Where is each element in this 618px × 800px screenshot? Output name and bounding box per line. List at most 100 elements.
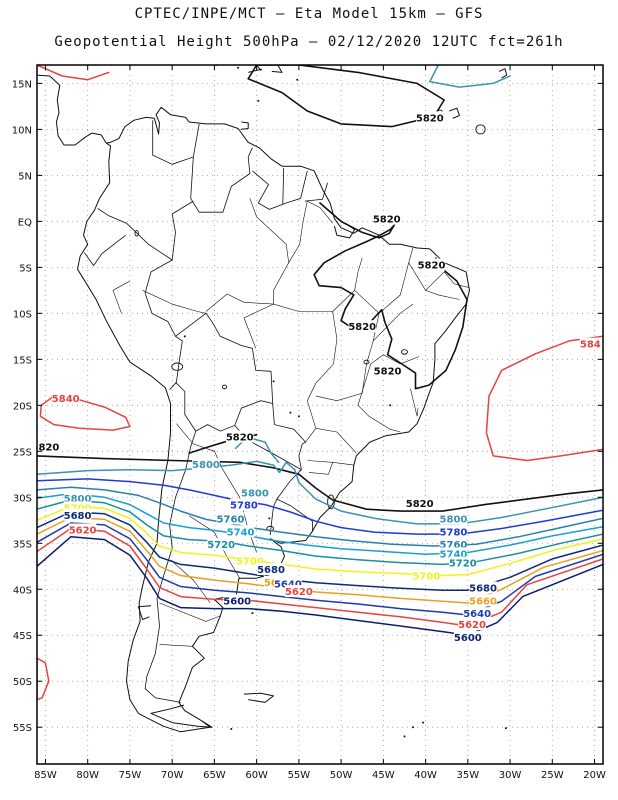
contour-label-5700: 5700 — [413, 571, 441, 582]
lon-tick-label: 50W — [330, 770, 353, 781]
coastline — [333, 222, 356, 239]
contour-label-bg — [469, 594, 497, 607]
island-dot — [422, 721, 425, 724]
contour-label-5720: 5720 — [207, 540, 235, 551]
lon-tick-label: 80W — [76, 770, 99, 781]
contour-label-bg — [416, 111, 444, 124]
contour-label-5780: 5780 — [440, 527, 468, 538]
contour-label-584: 584 — [580, 340, 601, 351]
lake-outline — [221, 384, 228, 390]
lon-tick-label: 55W — [288, 770, 311, 781]
lake-outline — [475, 124, 486, 135]
contour-label-bg — [37, 440, 60, 453]
island-dot — [237, 66, 240, 69]
contour-5840 — [37, 65, 110, 81]
contour-label-bg — [372, 212, 401, 225]
contour-label-5800: 5800 — [64, 494, 92, 505]
contour-label-5820: 5820 — [32, 443, 60, 454]
contour-label-bg — [216, 512, 245, 525]
lon-tick-label: 30W — [499, 770, 522, 781]
coastline — [77, 106, 470, 733]
contour-5840 — [485, 335, 603, 462]
axis-ticks: 15N 10N 5N EQ 5S 10S 15S 20S 25S 30S 35S 40S 45S 50S 5… — [12, 65, 606, 781]
contour-label-5640: 5640 — [463, 609, 491, 620]
island-dot — [403, 735, 406, 738]
contour-label-bg — [439, 547, 468, 560]
contour-5780 — [37, 478, 603, 535]
state-border — [410, 388, 419, 417]
contour-label-5680: 5680 — [469, 583, 497, 594]
country-border — [152, 120, 200, 165]
contour-5740 — [37, 492, 603, 556]
state-border — [243, 303, 274, 349]
contour-5600 — [37, 536, 603, 636]
contour-label-bg — [63, 492, 92, 505]
contour-5660 — [37, 516, 603, 604]
island-dot — [296, 78, 299, 81]
coastline — [271, 65, 283, 73]
state-border — [307, 460, 354, 466]
contour-label-5620: 5620 — [285, 587, 313, 598]
country-border — [276, 469, 313, 532]
coastline — [137, 605, 152, 621]
contour-label-5800: 5800 — [192, 460, 220, 471]
state-border — [159, 602, 221, 622]
lat-tick-label: 15S — [13, 355, 32, 366]
contour-label-bg — [579, 337, 601, 350]
lake-outline — [363, 359, 370, 365]
contour-label-bg — [439, 525, 468, 538]
lat-tick-label: 15N — [12, 79, 32, 90]
state-border — [372, 303, 414, 342]
contour-label-5820: 5820 — [374, 366, 402, 377]
lon-tick-label: 75W — [119, 770, 142, 781]
lat-tick-label: 20S — [13, 401, 32, 412]
lon-tick-label: 35W — [457, 770, 480, 781]
lon-tick-label: 85W — [34, 770, 57, 781]
contour-label-bg — [226, 525, 255, 538]
country-border — [234, 403, 307, 471]
lake-outline — [171, 362, 184, 371]
country-border — [144, 259, 183, 390]
contour-label-bg — [51, 391, 80, 404]
lake-outline — [401, 349, 408, 355]
contour-label-5840: 5840 — [52, 394, 80, 405]
island-dot — [272, 380, 275, 383]
state-border — [332, 258, 363, 312]
contour-label-bg — [405, 496, 434, 509]
lat-tick-label: 45S — [13, 631, 32, 642]
contour-label-5620: 5620 — [69, 525, 97, 536]
contour-label-5740: 5740 — [440, 549, 468, 560]
lat-tick-label: 30S — [13, 493, 32, 504]
state-border — [425, 271, 469, 291]
map-title-line2: Geopotential Height 500hPa – 02/12/2020 … — [54, 34, 564, 50]
state-border — [288, 201, 308, 263]
country-border — [252, 170, 308, 210]
contour-label-bg — [439, 538, 468, 551]
contour-label-bg — [63, 508, 92, 521]
island-dot — [289, 411, 292, 414]
state-border — [170, 559, 211, 604]
lake-outline — [134, 230, 139, 237]
contour-5760 — [37, 486, 603, 547]
state-border — [315, 290, 380, 402]
state-border — [408, 262, 460, 300]
coastline — [37, 74, 107, 146]
contour-label-bg — [257, 563, 285, 576]
contour-label-5680: 5680 — [64, 511, 92, 522]
lon-tick-label: 45W — [372, 770, 395, 781]
contour-5820 — [247, 65, 446, 128]
island-dot — [268, 517, 271, 520]
contour-label-bg — [68, 523, 97, 536]
map-frame — [36, 64, 604, 765]
contour-labels: 5820 5820 5820 5820 5820 5820 5820 5820 5800 5800… — [32, 111, 601, 644]
lat-lon-grid — [37, 65, 603, 764]
contour-label-5620: 5620 — [458, 620, 486, 631]
state-border — [205, 198, 290, 312]
contour-label-5800: 5800 — [440, 514, 468, 525]
contour-label-5820: 5820 — [418, 261, 446, 272]
lat-tick-label: 55S — [13, 723, 32, 734]
contour-label-bg — [225, 430, 254, 443]
country-border — [304, 182, 328, 202]
lake-outline — [327, 494, 335, 510]
contour-label-bg — [348, 320, 377, 333]
